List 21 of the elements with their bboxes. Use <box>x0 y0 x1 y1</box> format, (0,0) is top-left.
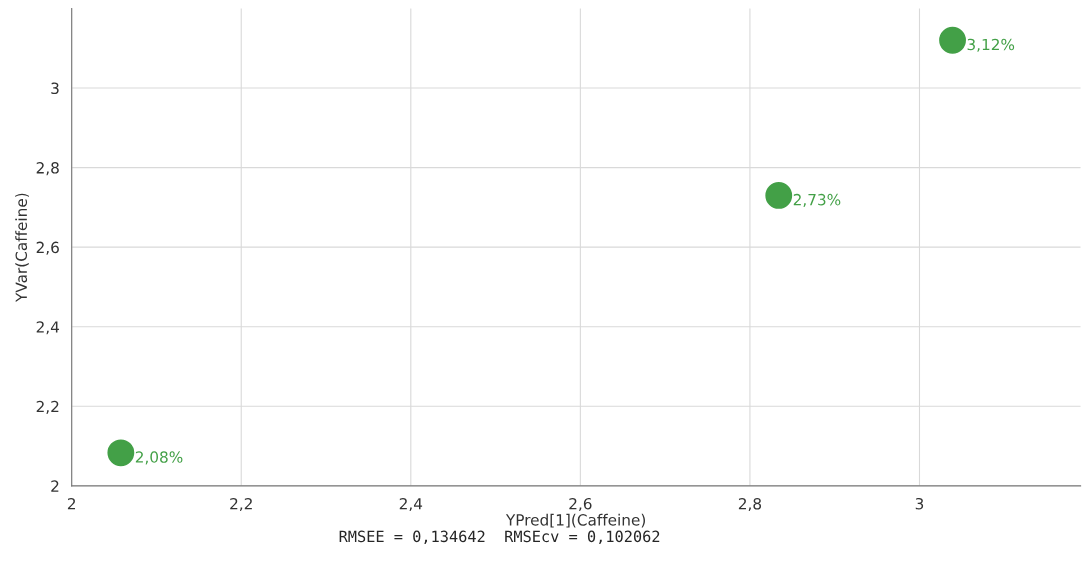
x-tick-label: 2,2 <box>230 497 252 512</box>
x-tick-label: 2,6 <box>569 497 592 512</box>
y-tick-label: 2,4 <box>36 321 60 335</box>
y-tick-label: 2,2 <box>36 400 59 414</box>
text: RMSEE = 0,134642 RMSEcv = 0,102062 <box>339 530 660 545</box>
data-label: 2,73% <box>793 193 841 207</box>
y-tick-label: 2,8 <box>36 162 59 176</box>
x-tick-label: 2,8 <box>738 497 762 512</box>
point <box>765 182 793 209</box>
y-tick-label: 2 <box>51 480 59 492</box>
x-axis-title: YPred[1](Caffeine) <box>505 513 645 528</box>
data-label: 2,08% <box>135 451 183 465</box>
x-tick-label: 2 <box>67 497 76 510</box>
y-tick-label: 2,6 <box>36 241 59 255</box>
y-axis-title: YVar(Caffeine) <box>15 193 29 303</box>
point <box>939 26 966 54</box>
y-tick-label: 3 <box>51 82 59 95</box>
x-tick-label: 3 <box>915 497 924 510</box>
data-label: 3,12% <box>967 38 1015 52</box>
x-tick-label: 2,4 <box>399 497 423 512</box>
point <box>107 439 135 467</box>
